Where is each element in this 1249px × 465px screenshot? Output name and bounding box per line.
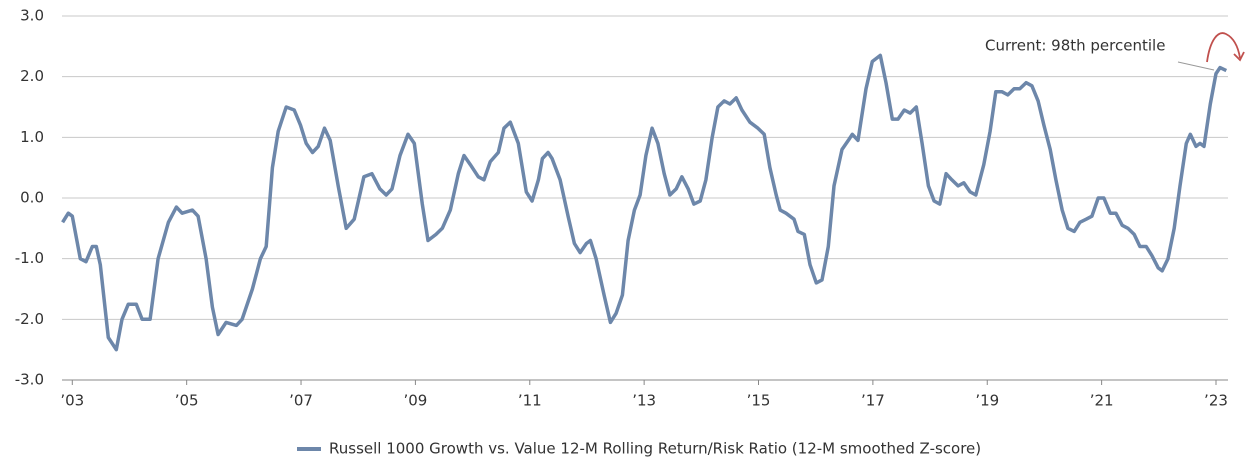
data-line xyxy=(61,53,1228,352)
y-tick-label: -3.0 xyxy=(15,371,44,389)
y-tick-label: -2.0 xyxy=(15,310,44,328)
x-tick-label: ’03 xyxy=(60,392,84,410)
annotation-arrow xyxy=(1206,32,1241,63)
y-tick-label: -1.0 xyxy=(15,249,44,267)
annotation: Current: 98th percentile xyxy=(985,37,1165,55)
x-tick-label: ’05 xyxy=(175,392,199,410)
x-tick-label: ’21 xyxy=(1090,392,1114,410)
x-tick-label: ’23 xyxy=(1204,392,1228,410)
annotation-arrowhead xyxy=(1233,51,1245,62)
legend-label: Russell 1000 Growth vs. Value 12-M Rolli… xyxy=(329,440,981,458)
annotation-leader xyxy=(1177,61,1215,71)
y-tick-label: 0.0 xyxy=(20,189,44,207)
x-tick-label: ’13 xyxy=(632,392,656,410)
x-tick-label: ’19 xyxy=(975,392,999,410)
y-tick-label: 3.0 xyxy=(20,7,44,25)
y-tick-label: 2.0 xyxy=(20,67,44,85)
x-tick-label: ’09 xyxy=(403,392,427,410)
x-tick-label: ’17 xyxy=(861,392,885,410)
x-tick-label: ’15 xyxy=(747,392,771,410)
y-tick-label: 1.0 xyxy=(20,128,44,146)
x-tick-label: ’07 xyxy=(289,392,313,410)
x-tick-label: ’11 xyxy=(518,392,542,410)
